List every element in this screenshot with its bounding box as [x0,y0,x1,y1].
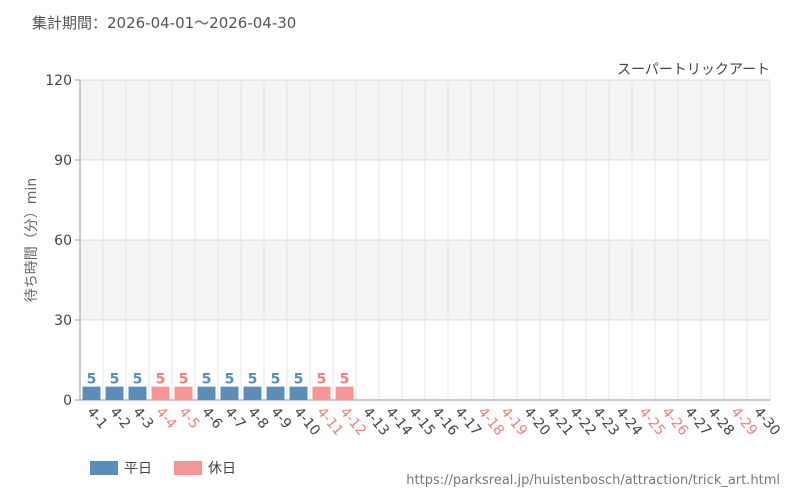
bar-value-label: 5 [202,372,212,388]
x-tick-label: 4-8 [244,404,271,432]
bar [335,386,354,400]
bar [174,386,193,400]
bar-value-label: 5 [156,372,166,388]
y-axis-title: 待ち時間（分）min [24,178,40,302]
x-tick-label: 4-9 [267,404,294,432]
bar-value-label: 5 [179,372,189,388]
y-tick-label: 30 [54,313,72,329]
bar [128,386,147,400]
bar [105,386,124,400]
legend-label-holiday: 休日 [208,461,236,477]
x-tick-label: 4-3 [129,404,156,432]
x-tick-label: 4-2 [106,404,133,432]
source-link[interactable]: https://parksreal.jp/huistenbosch/attrac… [406,473,780,488]
bar-value-label: 5 [317,372,327,388]
bar-value-label: 5 [271,372,281,388]
bar-value-label: 5 [225,372,235,388]
bar [151,386,170,400]
bar-value-label: 5 [248,372,258,388]
bar [289,386,308,400]
legend-item-weekday: 平日 [90,458,152,478]
bar [266,386,285,400]
bar [82,386,101,400]
bar [312,386,331,400]
y-tick-label: 0 [63,393,72,409]
x-tick-label: 4-5 [175,404,202,432]
y-tick-label: 60 [54,233,72,249]
legend-item-holiday: 休日 [174,458,236,478]
bar [220,386,239,400]
legend-swatch-weekday [90,461,118,475]
legend-label-weekday: 平日 [124,461,152,477]
legend-swatch-holiday [174,461,202,475]
y-tick-label: 120 [45,73,72,89]
x-tick-label: 4-1 [83,404,110,432]
bar-value-label: 5 [87,372,97,388]
x-tick-label: 4-4 [152,404,179,432]
bar-value-label: 5 [294,372,304,388]
bar-value-label: 5 [110,372,120,388]
x-tick-label: 4-6 [198,404,225,432]
legend: 平日 休日 [90,458,236,478]
bar-value-label: 5 [340,372,350,388]
period-label: 集計期間：2026-04-01～2026-04-30 [32,14,297,32]
bar [243,386,262,400]
bar-value-label: 5 [133,372,143,388]
bar [197,386,216,400]
y-tick-label: 90 [54,153,72,169]
chart-title: スーパートリックアート [617,62,770,78]
x-tick-label: 4-7 [221,404,248,432]
